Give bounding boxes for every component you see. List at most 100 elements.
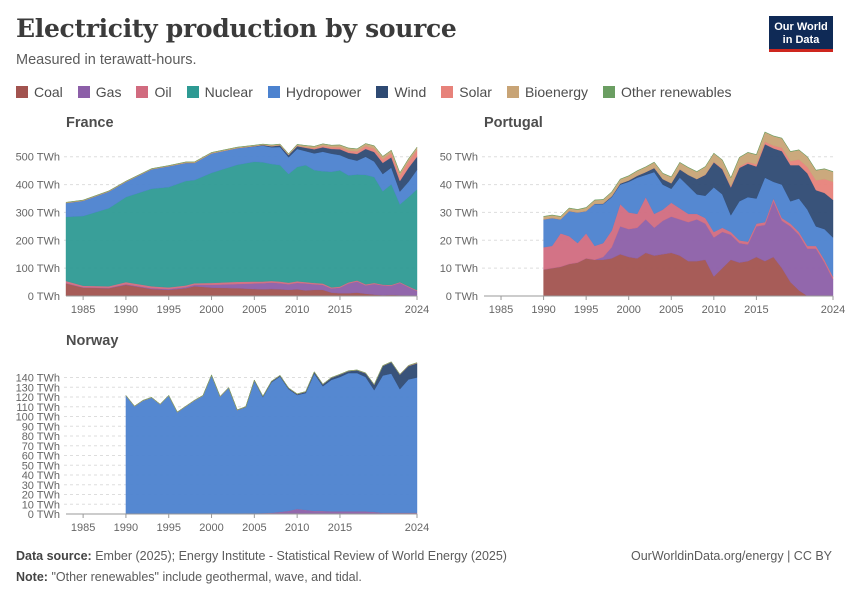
y-tick-label: 50 TWh [22, 460, 60, 472]
panel-title: Portugal [484, 115, 543, 131]
y-tick-label: 0 TWh [28, 509, 60, 521]
area-other-renewables[interactable] [543, 131, 834, 217]
x-tick-label: 1990 [114, 522, 138, 534]
area-hydropower[interactable] [125, 372, 418, 514]
x-tick-label: 2015 [328, 304, 352, 316]
legend-item-bioenergy[interactable]: Bioenergy [506, 84, 588, 100]
data-source-label: Data source: [16, 549, 92, 563]
x-tick-label: 1985 [71, 304, 95, 316]
legend-swatch [136, 86, 149, 98]
logo-line-1: Our World [774, 21, 828, 33]
legend-swatch [16, 86, 28, 98]
y-tick-label: 100 TWh [16, 263, 60, 275]
legend-label: Other renewables [620, 84, 732, 100]
y-tick-label: 90 TWh [22, 421, 60, 433]
y-tick-label: 130 TWh [16, 382, 60, 394]
y-tick-label: 100 TWh [16, 412, 60, 424]
chart-title: Electricity production by source [16, 14, 457, 43]
legend-item-wind[interactable]: Wind [376, 84, 426, 100]
note-text: "Other renewables" include geothermal, w… [51, 570, 362, 584]
x-tick-label: 1985 [71, 522, 95, 534]
panel-title: France [66, 115, 114, 131]
y-tick-label: 300 TWh [16, 207, 60, 219]
area-other-renewables[interactable] [65, 143, 418, 203]
y-tick-label: 80 TWh [22, 431, 60, 443]
x-tick-label: 2005 [242, 304, 266, 316]
y-tick-label: 50 TWh [440, 152, 478, 164]
legend-swatch [267, 86, 280, 98]
legend-item-solar[interactable]: Solar [441, 84, 492, 100]
y-tick-label: 30 TWh [440, 207, 478, 219]
legend-label: Gas [95, 84, 122, 100]
y-tick-label: 40 TWh [22, 470, 60, 482]
y-tick-label: 120 TWh [16, 392, 60, 404]
y-tick-label: 20 TWh [440, 235, 478, 247]
legend-item-nuclear[interactable]: Nuclear [186, 84, 253, 100]
x-tick-label: 2005 [242, 522, 266, 534]
x-tick-label: 2024 [405, 522, 429, 534]
legend-swatch [602, 86, 615, 98]
area-nuclear[interactable] [65, 161, 418, 291]
y-tick-label: 400 TWh [16, 180, 60, 192]
note-label: Note: [16, 570, 48, 584]
panel-title: Norway [66, 333, 118, 349]
note-line: Note: "Other renewables" include geother… [16, 570, 362, 584]
legend-label: Hydropower [285, 84, 362, 100]
x-tick-label: 1995 [574, 304, 598, 316]
x-tick-label: 1990 [114, 304, 138, 316]
x-tick-label: 1995 [156, 304, 180, 316]
x-tick-label: 1985 [489, 304, 513, 316]
y-tick-label: 140 TWh [16, 373, 60, 385]
legend-swatch [186, 86, 199, 98]
y-tick-label: 40 TWh [440, 180, 478, 192]
legend-item-oil[interactable]: Oil [136, 84, 172, 100]
area-other-renewables[interactable] [125, 361, 418, 413]
y-tick-label: 60 TWh [22, 451, 60, 463]
chart-subtitle: Measured in terawatt-hours. [16, 52, 197, 68]
x-tick-label: 2024 [405, 304, 429, 316]
owid-logo[interactable]: Our World in Data [769, 16, 833, 52]
x-tick-label: 2005 [659, 304, 683, 316]
y-tick-label: 110 TWh [16, 402, 60, 414]
y-tick-label: 500 TWh [16, 152, 60, 164]
y-tick-label: 70 TWh [22, 441, 60, 453]
legend-item-other-renewables[interactable]: Other renewables [602, 84, 732, 100]
x-tick-label: 1995 [156, 522, 180, 534]
legend-label: Coal [34, 84, 63, 100]
data-source-line: Data source: Ember (2025); Energy Instit… [16, 549, 507, 563]
panel-france: France 0 TWh 100 TWh 200 TWh 300 TWh 400 TWh 5… [16, 115, 430, 316]
legend-label: Solar [459, 84, 492, 100]
license-link[interactable]: OurWorldinData.org/energy | CC BY [630, 549, 832, 563]
panel-portugal: Portugal 0 TWh 10 TWh 20 TWh 30 TWh 40 TWh 50 … [440, 115, 846, 316]
legend-item-coal[interactable]: Coal [16, 84, 63, 100]
y-tick-label: 0 TWh [446, 291, 478, 303]
y-tick-label: 10 TWh [440, 263, 478, 275]
legend-label: Oil [154, 84, 172, 100]
x-tick-label: 2000 [616, 304, 640, 316]
legend-item-gas[interactable]: Gas [77, 84, 122, 100]
y-tick-label: 20 TWh [22, 490, 60, 502]
legend: Coal Gas Oil Nuclear Hydropower Wind Solar Bioe… [16, 84, 747, 100]
legend-swatch [506, 86, 519, 98]
x-tick-label: 2010 [285, 304, 309, 316]
x-tick-label: 2010 [285, 522, 309, 534]
x-tick-label: 1990 [531, 304, 555, 316]
legend-label: Wind [394, 84, 427, 100]
y-tick-label: 200 TWh [16, 235, 60, 247]
data-source-text: Ember (2025); Energy Institute - Statist… [95, 549, 507, 563]
legend-label: Bioenergy [524, 84, 588, 100]
y-tick-label: 0 TWh [28, 291, 60, 303]
x-tick-label: 2010 [702, 304, 726, 316]
legend-swatch [77, 86, 90, 98]
x-tick-label: 2015 [328, 522, 352, 534]
x-tick-label: 2024 [821, 304, 845, 316]
legend-item-hydropower[interactable]: Hydropower [267, 84, 362, 100]
logo-line-2: in Data [782, 34, 820, 46]
x-tick-label: 2015 [744, 304, 768, 316]
y-tick-label: 30 TWh [22, 480, 60, 492]
x-tick-label: 2000 [199, 522, 223, 534]
legend-swatch [376, 86, 389, 98]
legend-swatch [441, 86, 454, 98]
